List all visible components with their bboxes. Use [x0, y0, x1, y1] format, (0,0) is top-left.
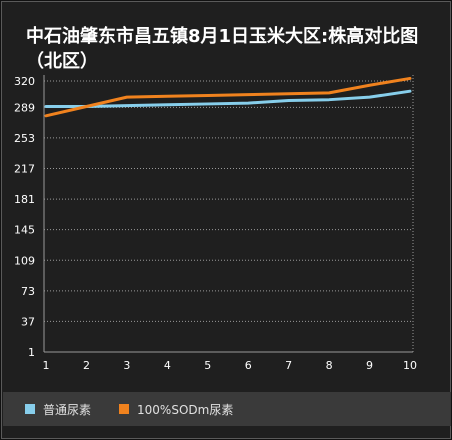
x-tick-label: 5 [204, 359, 211, 372]
legend-label-series-2: 100%SODm尿素 [137, 402, 234, 417]
y-tick-label: 289 [14, 101, 35, 114]
series-lines [44, 76, 412, 118]
y-tick-label: 253 [14, 132, 35, 145]
x-tick-label: 9 [366, 359, 373, 372]
x-tick-label: 10 [403, 359, 417, 372]
y-tick-label: 145 [14, 224, 35, 237]
legend-swatch-series-1 [25, 404, 35, 414]
x-tick-label: 6 [245, 359, 252, 372]
y-tick-label: 320 [14, 75, 35, 88]
x-tick-label: 4 [164, 359, 171, 372]
legend-label-series-1: 普通尿素 [43, 402, 92, 417]
y-tick-label: 1 [28, 346, 35, 359]
legend-item-series-2[interactable]: 100%SODm尿素 [119, 401, 233, 418]
y-tick-label: 217 [14, 163, 35, 176]
grid-lines [44, 80, 413, 322]
x-tick-label: 1 [43, 359, 50, 372]
series-line-2 [44, 76, 412, 118]
x-tick-label: 8 [326, 359, 333, 372]
x-tick-label: 7 [285, 359, 292, 372]
series-line-1 [44, 89, 412, 108]
y-tick-label: 37 [21, 315, 35, 328]
legend: 普通尿素 100%SODm尿素 [3, 392, 451, 426]
y-tick-label: 109 [14, 254, 35, 267]
x-axis-ticks: 1 2 3 4 5 6 7 8 9 10 [43, 359, 418, 372]
line-chart: 1 37 73 109 145 181 217 253 289 320 1 2 3 4 5 6 7 8 9 10 [14, 75, 418, 372]
y-axis-ticks: 1 37 73 109 145 181 217 253 289 320 [14, 75, 35, 359]
y-tick-label: 73 [21, 285, 35, 298]
y-tick-label: 181 [14, 193, 35, 206]
chart-title: 中石油肇东市昌五镇8月1日玉米大区:株高对比图（北区） [26, 26, 419, 72]
x-tick-label: 2 [83, 359, 90, 372]
axes [43, 75, 414, 353]
legend-item-series-1[interactable]: 普通尿素 [25, 401, 91, 418]
legend-swatch-series-2 [119, 404, 130, 414]
x-tick-label: 3 [123, 359, 130, 372]
